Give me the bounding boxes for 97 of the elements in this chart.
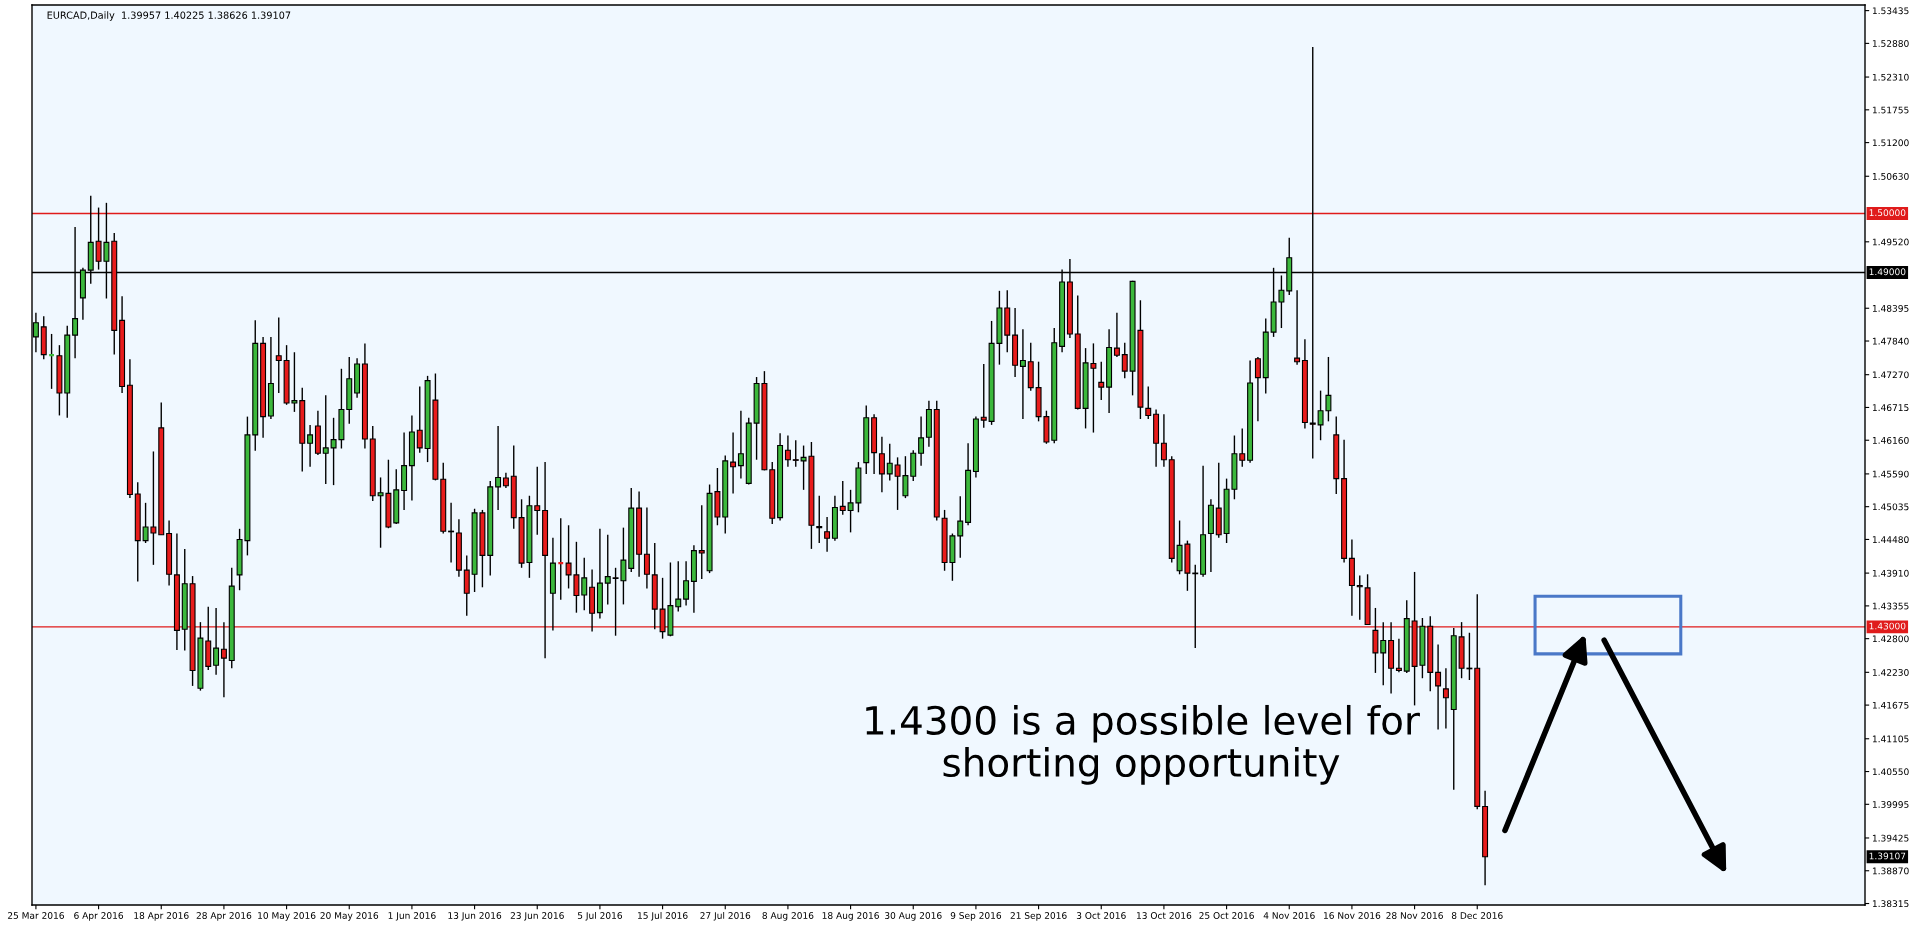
x-tick-label: 15 Jul 2016	[638, 911, 688, 921]
x-tick-label: 18 Aug 2016	[822, 912, 879, 921]
x-tick-label: 21 Sep 2016	[1010, 912, 1067, 921]
x-tick-label: 8 Aug 2016	[762, 912, 814, 921]
candlestick	[534, 466, 541, 536]
candlestick	[581, 557, 588, 612]
candlestick	[839, 480, 846, 516]
candlestick	[1442, 667, 1449, 730]
candlestick	[1356, 574, 1363, 621]
y-tick-label: 1.39995	[1872, 801, 1909, 808]
candlestick	[792, 439, 799, 468]
y-tick-label: 1.46715	[1872, 404, 1909, 412]
x-tick-label: 5 Jul 2016	[577, 911, 623, 921]
candlestick	[1395, 637, 1402, 674]
candlestick	[1239, 427, 1246, 468]
x-tick-label: 18 Apr 2016	[134, 912, 189, 921]
x-tick-label: 8 Dec 2016	[1451, 912, 1503, 919]
x-tick-label: 23 Jun 2016	[510, 912, 564, 921]
candlestick	[463, 554, 470, 617]
candlestick	[495, 425, 502, 511]
y-tick-label: 1.42800	[1872, 635, 1909, 643]
candlestick	[1160, 413, 1167, 468]
x-tick-label: 30 Aug 2016	[885, 912, 942, 921]
x-tick-label: 25 Mar 2016	[7, 912, 64, 919]
candlestick	[275, 316, 282, 394]
text: EURCAD,Daily 1.39957 1.40225 1.38626 1.39107	[47, 11, 291, 21]
candlestick	[824, 516, 831, 553]
y-tick-label: 1.41675	[1872, 701, 1909, 709]
candlestick	[1254, 356, 1261, 423]
y-tick-label: 1.43910	[1872, 569, 1909, 577]
candlestick	[910, 449, 917, 482]
candlestick	[307, 424, 314, 468]
x-tick-label: 9 Sep 2016	[950, 912, 1002, 921]
candlestick	[675, 560, 682, 613]
x-tick-label: 1 Jun 2016	[388, 912, 436, 921]
y-tick-label: 1.52880	[1872, 40, 1909, 47]
candlestick	[416, 385, 423, 454]
y-tick-label: 1.45035	[1872, 503, 1909, 511]
y-tick-label: 1.50630	[1872, 172, 1909, 180]
y-tick-label: 1.38315	[1872, 900, 1909, 908]
candlestick	[643, 506, 650, 590]
y-tick-label: 1.39425	[1872, 834, 1909, 842]
x-tick-label: 28 Apr 2016	[196, 912, 252, 921]
candlestick	[784, 434, 791, 468]
y-tick-label: 1.42230	[1872, 669, 1909, 676]
y-tick-label: 1.44480	[1872, 536, 1909, 544]
x-tick-label: 13 Oct 2016	[1137, 912, 1192, 919]
y-tick-label: 1.46160	[1872, 436, 1909, 444]
candlestick	[1294, 289, 1301, 366]
y-tick-label: 1.52310	[1872, 73, 1909, 81]
y-tick-label: 1.51200	[1872, 139, 1909, 147]
candlestick	[604, 534, 611, 606]
y-tick-label: 1.48395	[1872, 304, 1909, 312]
annotation: 1.4300 is a possible level for shorting opportunity	[866, 704, 1420, 785]
y-tick-label: 1.53435	[1872, 7, 1909, 15]
y-tick-label: 1.40550	[1872, 768, 1909, 776]
y-tick-label: 1.41105	[1872, 735, 1909, 743]
x-tick-label: 20 May 2016	[320, 912, 379, 921]
candlestick	[1145, 385, 1152, 420]
candlestick	[957, 495, 964, 559]
candlestick	[1121, 342, 1128, 379]
candlestick	[980, 363, 987, 429]
candlestick	[730, 431, 737, 495]
ref-line-label: 1.50000	[1869, 209, 1906, 217]
x-tick-label: 16 Nov 2016	[1324, 912, 1381, 919]
x-tick-label: 10 May 2016	[258, 912, 316, 921]
candlestick	[698, 504, 705, 580]
y-tick-label: 1.45590	[1872, 470, 1909, 478]
candlestick	[737, 410, 744, 480]
x-tick-label: 25 Oct 2016	[1199, 912, 1254, 919]
candlestick	[322, 394, 329, 485]
candlestick	[1098, 360, 1105, 401]
x-tick-label: 28 Nov 2016	[1386, 912, 1443, 919]
text: 1.39107	[1869, 852, 1906, 860]
candlestick	[1019, 328, 1026, 420]
ref-line-label: 1.43000	[1869, 622, 1906, 630]
candlestick	[213, 607, 220, 676]
y-tick-label: 1.38870	[1872, 867, 1909, 875]
candlestick	[1113, 311, 1120, 358]
y-tick-label: 1.51755	[1872, 106, 1909, 114]
x-tick-label: 4 Nov 2016	[1263, 912, 1315, 919]
candlestick	[918, 415, 925, 467]
ref-line-label: 1.49000	[1869, 268, 1906, 276]
candlestick	[1435, 643, 1442, 731]
y-tick-label: 1.47270	[1872, 371, 1909, 379]
x-tick-label: 3 Oct 2016	[1076, 912, 1126, 919]
x-tick-label: 13 Jun 2016	[448, 912, 502, 921]
candlestick	[816, 495, 823, 544]
y-tick-label: 1.43355	[1872, 602, 1909, 610]
y-tick-label: 1.47840	[1872, 337, 1909, 345]
candlestick	[683, 560, 690, 607]
x-tick-label: 6 Apr 2016	[74, 912, 124, 921]
candlestick	[1380, 621, 1387, 687]
candlestick	[878, 435, 885, 493]
candlestick	[886, 443, 893, 482]
y-tick-label: 1.49520	[1872, 238, 1909, 246]
x-tick-label: 27 Jul 2016	[700, 911, 751, 921]
